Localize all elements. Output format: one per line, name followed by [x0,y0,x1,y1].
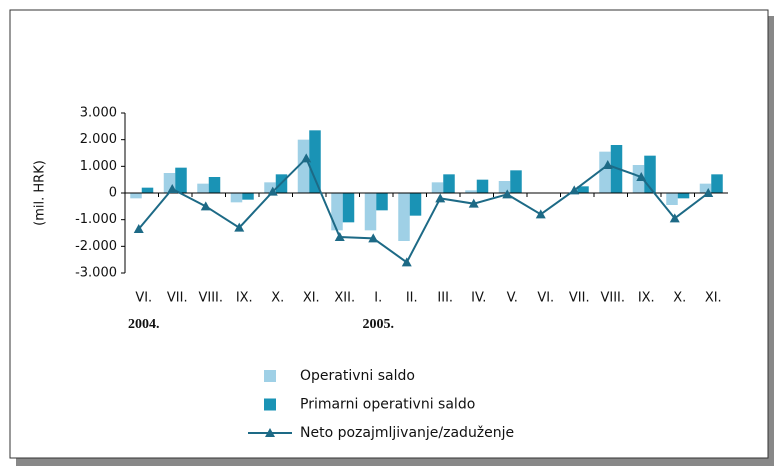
bar [141,187,154,193]
line-marker [703,188,714,197]
bar [376,193,388,211]
line-marker [167,184,178,193]
y-tick-label: 0 [109,186,117,201]
bar [331,193,343,231]
line-marker [636,172,647,181]
x-tick-label: VII. [569,291,590,306]
line-marker [535,209,546,219]
bar [711,174,723,193]
y-tick-label: -3.000 [75,266,117,281]
bar [342,193,355,223]
line-marker [569,185,580,195]
y-tick-label: -1.000 [75,212,117,227]
x-tick-label: VIII. [600,291,625,306]
x-tick-label: VI. [537,291,554,306]
y-tick-label: -2.000 [75,239,117,254]
line-marker [502,189,513,199]
bar [364,193,377,231]
bar [431,182,444,193]
x-tick-label: X. [673,291,686,306]
frame [9,9,769,459]
year-label: 2004. [128,317,160,332]
line-marker [435,193,446,203]
bar [297,139,310,193]
y-axis-label: (mil. HRK) [33,160,48,226]
bar [309,130,321,193]
x-tick-label: VI. [135,291,152,306]
y-tick-label: 3.000 [80,106,117,121]
bar [644,155,656,193]
line-marker [133,224,144,233]
x-tick-label: IV. [471,291,486,306]
bar [163,173,176,193]
x-tick-label: VIII. [198,291,223,306]
x-tick-label: IX. [236,291,253,306]
bar [398,193,410,241]
line-marker [301,153,312,163]
x-tick-label: I. [374,291,382,306]
bar [409,193,422,216]
bar [175,167,187,193]
x-tick-label: XII. [334,291,355,306]
bar [230,193,243,203]
bar [208,177,221,193]
line-marker [267,186,278,196]
x-tick-label: VII. [167,291,188,306]
bar [677,193,690,199]
legend-swatch [264,398,276,411]
line-marker [468,198,479,208]
bar [699,183,712,193]
bar [510,170,522,193]
x-tick-label: II. [406,291,418,306]
bar [577,186,589,193]
legend-label: Operativni saldo [300,368,415,384]
line-marker [602,160,613,169]
legend-swatch [264,370,276,382]
bar [197,183,209,193]
x-tick-label: III. [437,291,453,306]
line-marker [669,213,680,223]
line-marker [401,257,412,267]
bar [465,190,477,193]
line [137,156,709,264]
bar [498,181,511,193]
bar [443,174,455,193]
legend-label: Primarni operativni saldo [300,397,475,413]
y-tick-label: 1.000 [80,159,117,174]
bar [130,193,142,199]
x-tick-label: XI. [705,291,722,306]
x-tick-label: IX. [638,291,655,306]
x-tick-label: X. [271,291,284,306]
bar [264,182,276,193]
bar [242,193,254,200]
bar [599,151,611,193]
y-tick-label: 2.000 [80,132,117,147]
line-marker [334,232,345,241]
line-marker [234,222,245,232]
line-marker [200,201,211,211]
year-label: 2005. [363,317,395,332]
x-tick-label: XI. [303,291,320,306]
line-marker [265,428,275,437]
legend-label: Neto pozajmljivanje/zaduženje [300,425,514,441]
bar [476,179,489,193]
bar [666,193,678,205]
x-tick-label: V. [507,291,518,306]
line-marker [368,233,379,243]
